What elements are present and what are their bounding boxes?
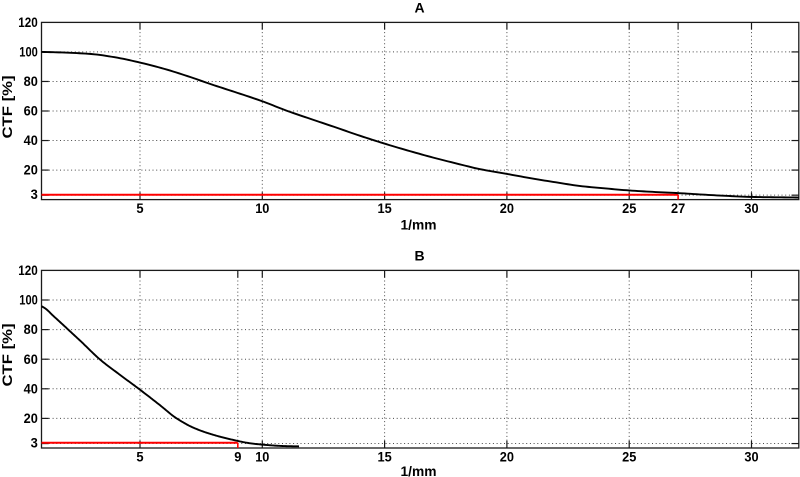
svg-text:40: 40 xyxy=(24,380,38,396)
svg-text:3: 3 xyxy=(31,186,38,202)
svg-text:3: 3 xyxy=(31,435,38,451)
svg-text:60: 60 xyxy=(24,351,38,367)
svg-text:80: 80 xyxy=(24,73,38,89)
svg-text:15: 15 xyxy=(378,448,392,464)
svg-text:100: 100 xyxy=(19,44,38,60)
svg-text:15: 15 xyxy=(378,200,392,216)
svg-text:10: 10 xyxy=(255,448,269,464)
svg-text:25: 25 xyxy=(622,448,636,464)
svg-text:27: 27 xyxy=(671,200,685,216)
svg-text:20: 20 xyxy=(500,448,514,464)
svg-text:40: 40 xyxy=(24,132,38,148)
svg-text:60: 60 xyxy=(24,103,38,119)
svg-text:100: 100 xyxy=(19,292,38,308)
svg-text:CTF [%]: CTF [%] xyxy=(0,324,15,387)
svg-text:120: 120 xyxy=(18,14,38,30)
svg-text:20: 20 xyxy=(24,162,38,178)
svg-text:20: 20 xyxy=(24,410,38,426)
svg-text:5: 5 xyxy=(136,200,143,216)
svg-text:5: 5 xyxy=(136,448,143,464)
svg-text:B: B xyxy=(414,247,424,263)
svg-text:20: 20 xyxy=(500,200,514,216)
svg-text:120: 120 xyxy=(18,262,38,278)
svg-text:30: 30 xyxy=(744,448,758,464)
svg-text:25: 25 xyxy=(622,200,636,216)
svg-text:1/mm: 1/mm xyxy=(401,463,437,477)
svg-text:80: 80 xyxy=(24,321,38,337)
svg-text:1/mm: 1/mm xyxy=(401,217,437,233)
svg-text:10: 10 xyxy=(255,200,269,216)
svg-text:A: A xyxy=(414,0,424,15)
svg-text:9: 9 xyxy=(234,448,241,464)
svg-text:30: 30 xyxy=(744,200,758,216)
svg-text:CTF [%]: CTF [%] xyxy=(0,76,15,139)
